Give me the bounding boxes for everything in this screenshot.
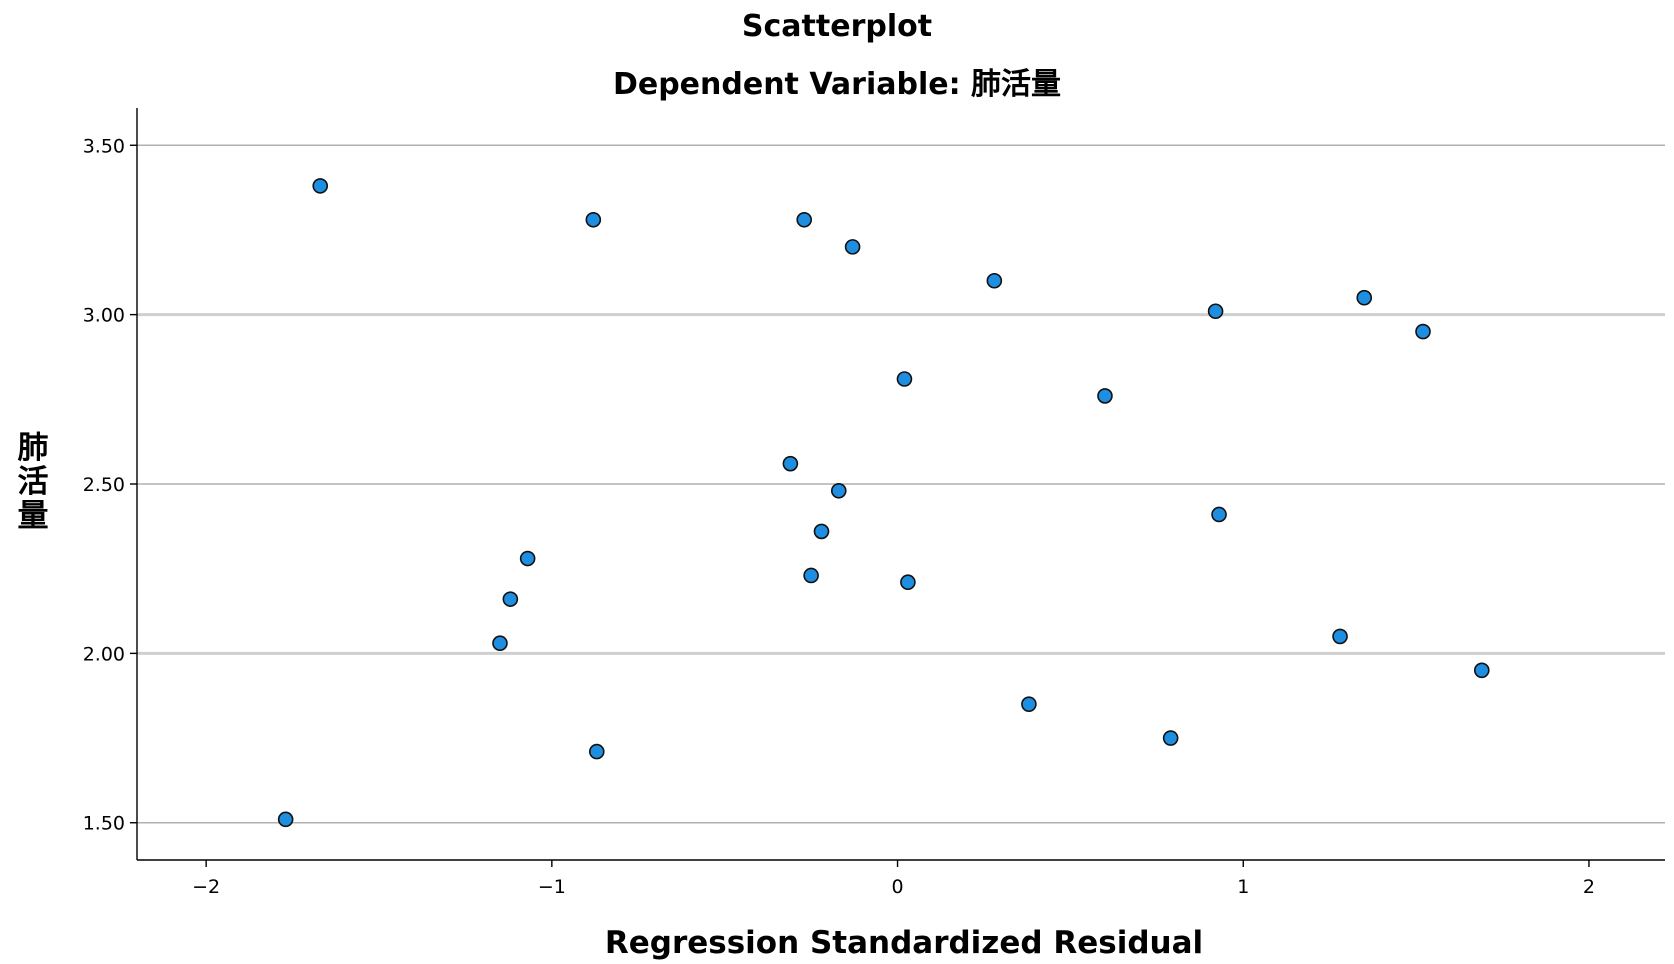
data-point xyxy=(900,574,916,591)
y-tick-label: 2.00 xyxy=(83,643,125,665)
data-point xyxy=(1097,388,1113,404)
x-tick-label: −2 xyxy=(192,876,220,898)
data-point xyxy=(492,635,508,652)
y-axis-title: 肺活量 xyxy=(18,430,49,534)
x-tick-label: 0 xyxy=(891,876,903,898)
data-point xyxy=(782,455,799,472)
data-points xyxy=(277,178,1490,828)
data-point xyxy=(585,211,602,228)
x-tick-label: −1 xyxy=(538,876,566,898)
data-point xyxy=(312,178,329,194)
y-tick-label: 2.50 xyxy=(83,474,125,496)
data-point xyxy=(1473,662,1490,679)
data-point xyxy=(896,371,913,387)
y-tick-label: 3.00 xyxy=(83,305,125,327)
x-tick-label: 2 xyxy=(1583,876,1595,898)
data-point xyxy=(803,567,819,584)
data-point xyxy=(1356,289,1373,306)
data-point xyxy=(1415,323,1431,340)
data-point xyxy=(502,591,519,607)
chart-subtitle: Dependent Variable: 肺活量 xyxy=(613,67,1061,102)
data-point xyxy=(588,743,605,760)
data-point xyxy=(986,272,1003,289)
y-tick-label: 3.50 xyxy=(83,135,125,157)
data-point xyxy=(813,523,830,540)
data-point xyxy=(796,211,813,228)
data-point xyxy=(1332,628,1348,645)
data-point xyxy=(1207,303,1224,320)
data-point xyxy=(844,239,861,255)
x-tick-label: 1 xyxy=(1237,876,1249,898)
y-tick-label: 1.50 xyxy=(83,813,125,835)
y-tick-labels: 1.50 2.00 2.50 3.00 3.50 xyxy=(83,135,125,834)
data-point xyxy=(277,811,294,828)
gridlines xyxy=(137,144,1665,824)
data-point xyxy=(519,550,536,567)
axes xyxy=(130,108,1665,867)
chart-title: Scatterplot xyxy=(742,9,932,44)
data-point xyxy=(1211,506,1227,523)
x-tick-labels: −2 −1 0 1 2 xyxy=(192,876,1595,898)
data-point xyxy=(1162,730,1179,746)
data-point xyxy=(1021,696,1037,712)
x-axis-title: Regression Standardized Residual xyxy=(605,925,1203,961)
data-point xyxy=(830,482,847,499)
